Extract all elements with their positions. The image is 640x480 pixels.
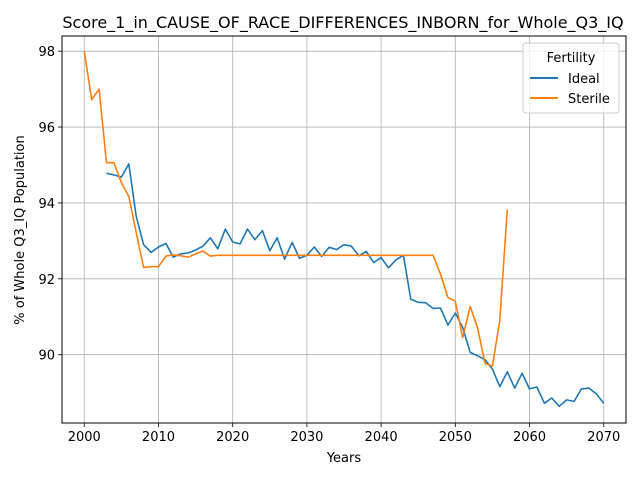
series-line-sterile xyxy=(83,51,509,367)
series-line-ideal xyxy=(106,163,605,408)
legend-label-ideal: Ideal xyxy=(568,72,600,87)
x-tick-label-2060: 2060 xyxy=(513,430,546,445)
x-tick-label-2000: 2000 xyxy=(68,430,101,445)
x-axis-title: Years xyxy=(326,451,362,466)
y-tick-label-98: 98 xyxy=(38,45,55,60)
x-tick-label-2010: 2010 xyxy=(142,430,175,445)
legend: Fertility Ideal Sterile xyxy=(522,42,620,114)
x-tick-label-2050: 2050 xyxy=(439,430,472,445)
x-tick-label-2040: 2040 xyxy=(365,430,398,445)
y-tick-label-92: 92 xyxy=(38,273,55,288)
y-axis-title: % of Whole Q3_IQ Population xyxy=(13,135,28,324)
series-lines xyxy=(83,51,605,408)
legend-box xyxy=(522,42,620,114)
x-tick-label-2030: 2030 xyxy=(290,430,323,445)
legend-label-sterile: Sterile xyxy=(568,92,610,107)
x-tick-label-2020: 2020 xyxy=(216,430,249,445)
legend-title: Fertility xyxy=(547,51,596,66)
y-tick-label-96: 96 xyxy=(38,121,55,136)
chart-title: Score_1_in_CAUSE_OF_RACE_DIFFERENCES_INB… xyxy=(62,13,623,33)
plot-frame xyxy=(61,35,627,424)
y-tick-label-94: 94 xyxy=(38,197,55,212)
axis-ticks: 2000 2010 2020 2030 2040 2050 2060 2070 90 92 94 96… xyxy=(38,45,620,445)
x-tick-label-2070: 2070 xyxy=(587,430,620,445)
y-tick-label-90: 90 xyxy=(38,349,55,364)
